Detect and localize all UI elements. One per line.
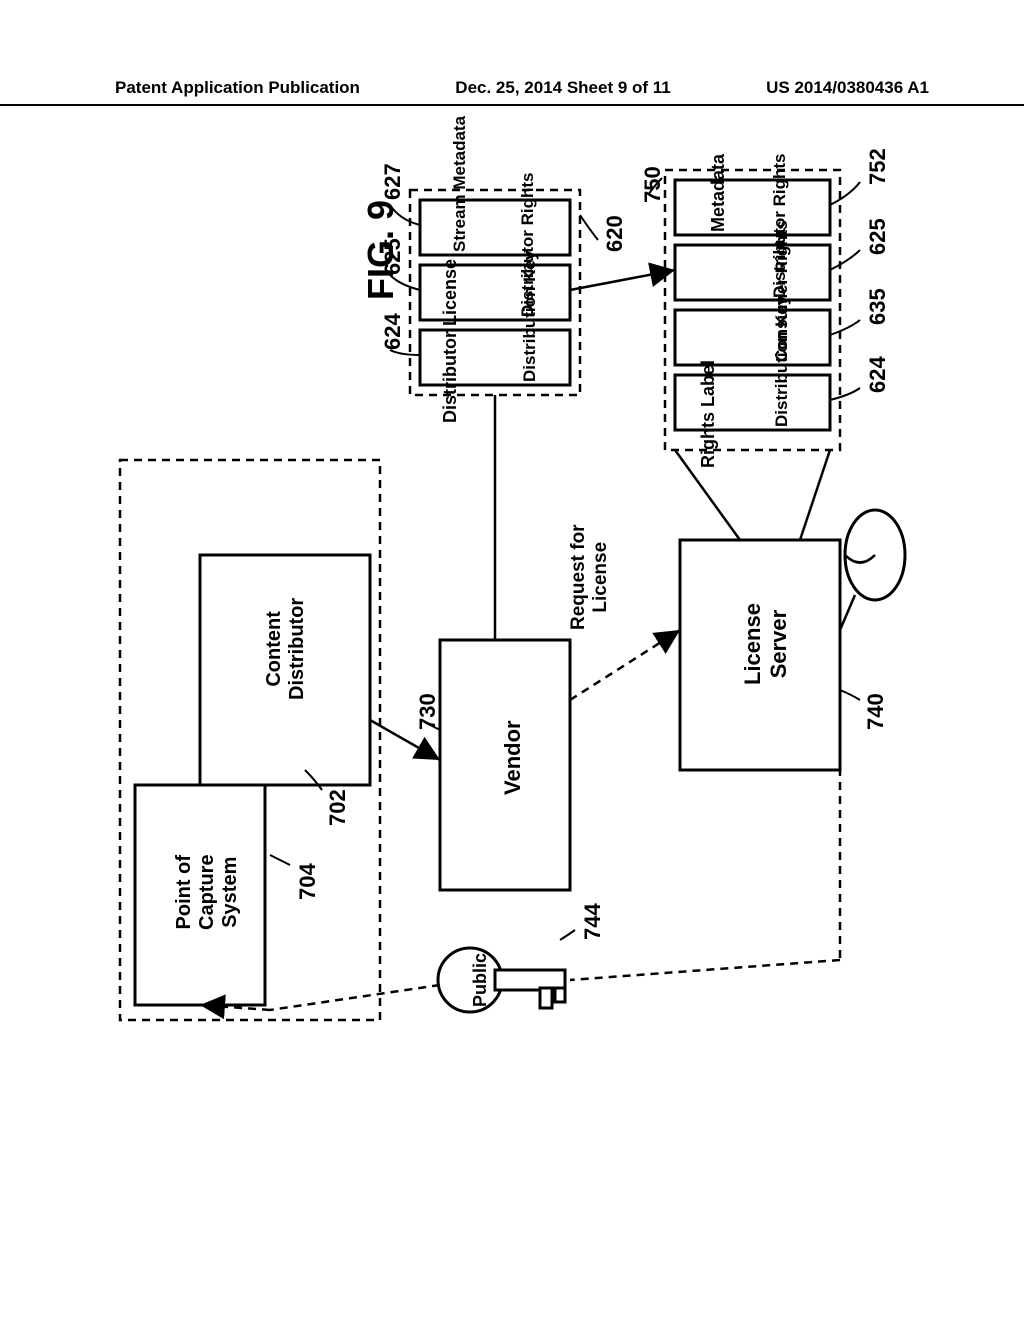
header-left: Patent Application Publication	[115, 78, 360, 98]
ref-625a: 625	[380, 238, 406, 275]
figure-9: FIG. 9	[100, 140, 920, 1240]
metadata-label: Metadata	[708, 154, 729, 232]
license-server-label: License Server	[740, 603, 792, 685]
diagram-svg	[100, 140, 920, 1240]
vendor-label: Vendor	[500, 720, 526, 795]
stream-metadata-label: Stream Metadata	[450, 116, 470, 252]
ref-635: 635	[865, 288, 891, 325]
ref-620: 620	[602, 215, 628, 252]
ref-730: 730	[415, 693, 441, 730]
ref-624a: 624	[380, 313, 406, 350]
ref-752: 752	[865, 148, 891, 185]
header-right: US 2014/0380436 A1	[766, 78, 929, 98]
ref-744: 744	[580, 903, 606, 940]
capture-system-label: Point of Capture System	[173, 854, 242, 930]
ref-740: 740	[863, 693, 889, 730]
header-center: Dec. 25, 2014 Sheet 9 of 11	[455, 78, 670, 98]
ref-750: 750	[640, 166, 666, 203]
dist-key-label-1: Distribution Key	[520, 251, 540, 382]
ref-625b: 625	[865, 218, 891, 255]
distributor-license-label: Distributor License	[440, 259, 461, 423]
ref-702: 702	[325, 789, 351, 826]
public-key-label: Public	[470, 953, 491, 1007]
ref-704: 704	[295, 863, 321, 900]
ref-624b: 624	[865, 356, 891, 393]
page-header: Patent Application Publication Dec. 25, …	[0, 78, 1024, 106]
content-distributor-label: Content Distributor	[263, 598, 309, 700]
ref-627: 627	[380, 163, 406, 200]
request-license-label: Request for License	[568, 524, 612, 630]
dist-key-label-2: Distribution Key	[772, 296, 792, 427]
rights-label-group-label: Rights Label	[698, 360, 719, 468]
